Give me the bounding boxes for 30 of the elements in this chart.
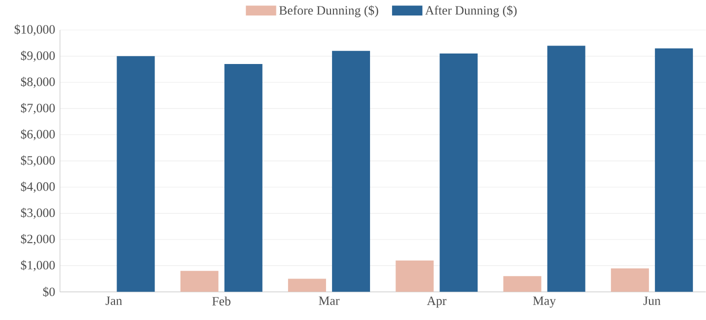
legend-label: Before Dunning ($) [279, 5, 378, 18]
y-tick-label: $8,000 [20, 76, 55, 88]
bar [224, 64, 262, 292]
x-tick-label: Jun [643, 296, 661, 306]
y-tick-label: $2,000 [20, 234, 55, 246]
x-tick-label: Feb [212, 296, 230, 306]
y-tick-label: $6,000 [20, 129, 55, 140]
y-tick-label: $9,000 [20, 50, 55, 62]
legend-label: After Dunning ($) [425, 5, 517, 18]
x-tick-label: Mar [318, 296, 340, 306]
bar [332, 51, 370, 292]
y-tick-label: $10,000 [14, 24, 55, 36]
bar [547, 46, 586, 292]
bar [503, 276, 542, 292]
x-tick-label: Apr [426, 296, 446, 308]
bar [116, 56, 155, 292]
y-tick-label: $5,000 [20, 155, 55, 167]
bar [654, 48, 693, 292]
y-tick-label: $4,000 [20, 182, 55, 193]
y-tick-label: $3,000 [20, 208, 55, 219]
y-tick-label: $1,000 [20, 260, 55, 272]
x-tick-label: Jan [106, 296, 122, 306]
bar [180, 270, 218, 292]
x-tick-label: May [533, 296, 556, 308]
bar [396, 260, 434, 292]
bar [288, 278, 326, 292]
bar [610, 268, 649, 292]
y-tick-label: $7,000 [20, 103, 55, 114]
bar [440, 54, 478, 292]
y-tick-label: $0 [43, 286, 55, 298]
